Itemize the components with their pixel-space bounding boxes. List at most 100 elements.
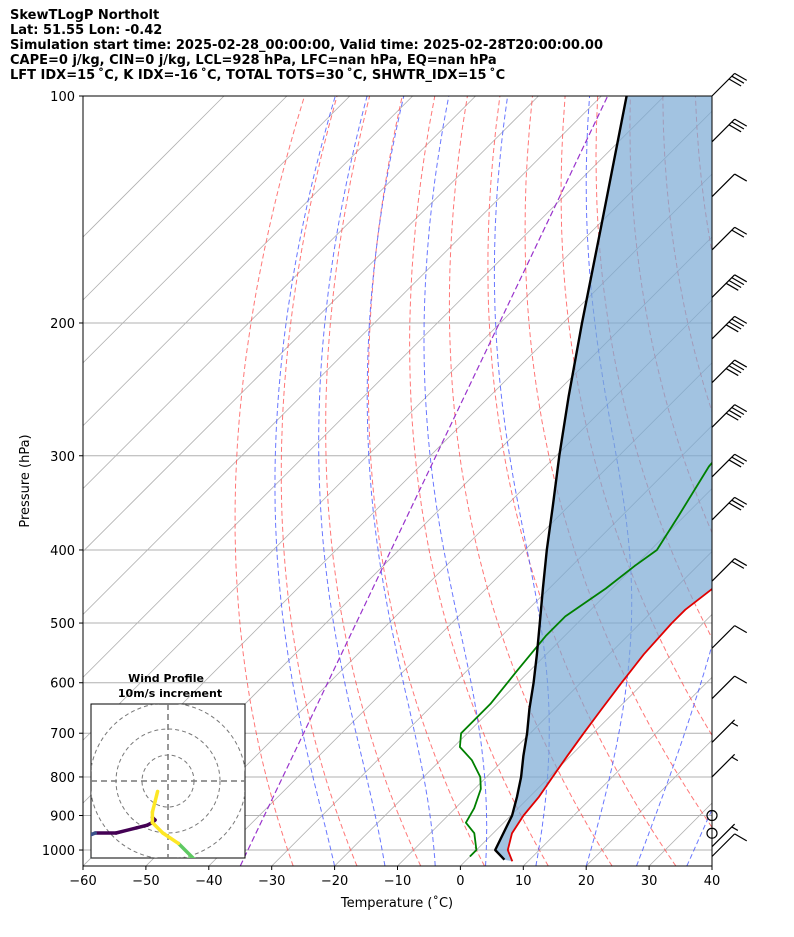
wind-barb-full [734, 675, 748, 684]
isotherm-line [83, 96, 351, 364]
chart-header: SkewTLogP Northolt Lat: 51.55 Lon: -0.42… [10, 8, 603, 83]
y-tick-label: 400 [50, 544, 75, 559]
wind-barb-full [734, 453, 748, 462]
wind-barb-full [728, 502, 742, 511]
profile-lines [458, 96, 712, 862]
wind-barb-staff [711, 173, 736, 198]
y-tick-label: 100 [50, 90, 75, 105]
wind-barb-full [725, 282, 739, 291]
wind-barb-staff [711, 719, 736, 743]
wind-barb-half [731, 756, 739, 762]
y-tick-label: 700 [50, 727, 75, 742]
y-tick-label: 600 [50, 677, 75, 692]
x-tick-label: −10 [384, 874, 411, 889]
temperature-line [506, 587, 712, 862]
cape-cin-fill [495, 96, 712, 862]
wind-barb-full [734, 359, 748, 368]
wind-barb-full [734, 118, 748, 127]
y-axis-label: Pressure (hPa) [18, 434, 33, 527]
y-tick-label: 200 [50, 317, 75, 332]
isotherm-line [523, 676, 712, 866]
wind-barb-full [734, 226, 748, 235]
isotherm-line [83, 96, 413, 427]
y-tick-label: 300 [50, 450, 75, 465]
wind-barb-staff [711, 675, 736, 700]
moist-adiabat [318, 96, 386, 866]
x-axis-label: Temperature (˚C) [340, 895, 453, 911]
wind-barb-full [731, 229, 745, 238]
dry-adiabat [524, 96, 712, 829]
x-tick-label: −40 [195, 874, 222, 889]
hodograph-title: Wind Profile [128, 672, 204, 685]
isotherm-line [334, 488, 712, 866]
isotherm-line [711, 865, 712, 866]
isotherm-line [83, 96, 225, 238]
wind-barb-full [734, 558, 748, 567]
wind-barb-staff [711, 625, 736, 649]
x-tick-label: −20 [321, 874, 348, 889]
hodograph-trace [176, 841, 196, 858]
wind-barb-full [734, 274, 748, 283]
isotherm-line [83, 96, 602, 615]
moist-adiabat [274, 96, 336, 866]
wind-barb-full [734, 173, 748, 182]
x-tick-label: 10 [515, 874, 532, 889]
x-tick-label: 40 [704, 874, 721, 889]
wind-barb-full [734, 72, 748, 81]
wind-barb-full [734, 496, 748, 505]
hodograph-trace [150, 800, 157, 814]
wind-barb-full [728, 78, 742, 87]
wind-barb-half [731, 826, 739, 831]
x-tick-label: 0 [456, 874, 464, 889]
isotherm-line [145, 299, 712, 866]
mixing-ratio-line [239, 96, 609, 866]
isotherm-line [83, 96, 288, 301]
hodograph-trace [161, 831, 181, 846]
y-tick-label: 800 [50, 771, 75, 786]
wind-barb-full [734, 625, 748, 634]
moist-adiabat [636, 96, 712, 866]
isotherm-line [83, 96, 476, 490]
hodograph-trace [152, 864, 178, 869]
hodograph-trace [77, 843, 80, 848]
wind-barb-staff [711, 274, 736, 298]
wind-barb-full [731, 121, 745, 130]
wind-barb-full [731, 456, 745, 465]
indices-text-2: LFT IDX=15 ˚C, K IDX=-16 ˚C, TOTAL TOTS=… [10, 68, 506, 83]
wind-barb-full [731, 406, 745, 415]
parcel-line [494, 96, 628, 861]
hodograph-trace [80, 849, 85, 854]
wind-barb-full [734, 315, 748, 324]
wind-barb-staff [711, 118, 736, 143]
dry-adiabat [448, 96, 613, 866]
chart-title: SkewTLogP Northolt [10, 8, 160, 23]
wind-barb-full [728, 321, 742, 330]
wind-barb-full [725, 368, 739, 377]
cin-area [495, 96, 712, 862]
wind-barb-full [731, 318, 745, 327]
dry-adiabat [325, 96, 422, 866]
wind-barb-full [725, 324, 739, 333]
wind-barb-half [731, 722, 739, 727]
time-text: Simulation start time: 2025-02-28_00:00:… [10, 38, 603, 53]
wind-barb-staff [711, 404, 736, 428]
wind-barb-full [728, 279, 742, 289]
wind-barb-full [734, 404, 748, 413]
hodograph-subtitle: 10m/s increment [118, 687, 222, 700]
isotherm-line [83, 96, 539, 553]
x-tick-label: −30 [258, 874, 285, 889]
wind-barb-full [725, 412, 739, 421]
wind-barb-staff [711, 496, 736, 521]
hodograph-trace [135, 823, 149, 830]
moist-adiabat [366, 96, 436, 866]
isotherm-line [83, 110, 712, 741]
dewpoint-line [458, 461, 712, 858]
isotherm-line [460, 613, 712, 866]
indices-text: CAPE=0 j/kg, CIN=0 j/kg, LCL=928 hPa, LF… [10, 53, 497, 68]
wind-barb-full [728, 459, 742, 468]
wind-barb-full [728, 365, 742, 374]
hodograph-trace [95, 864, 100, 869]
hodograph-inset: Wind Profile 10m/s increment [77, 672, 246, 869]
x-tick-label: 20 [578, 874, 595, 889]
